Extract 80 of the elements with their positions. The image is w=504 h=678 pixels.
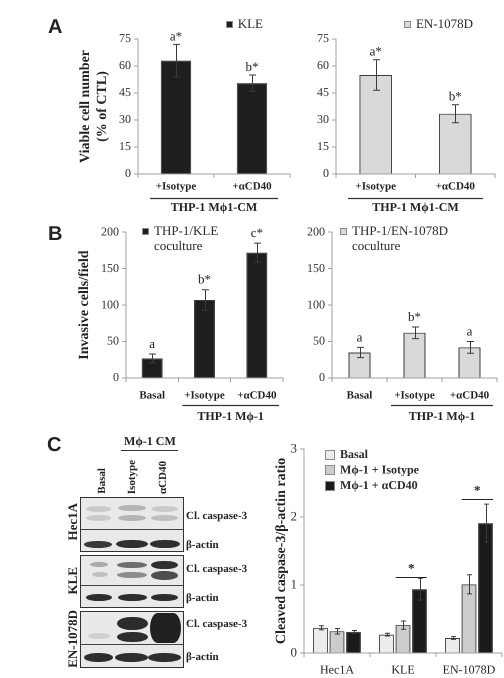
y-tick-label: 100 xyxy=(307,297,325,312)
y-tick-label: 3 xyxy=(290,440,297,456)
y-tick-label: 0 xyxy=(323,166,329,180)
annotation: b* xyxy=(246,58,258,74)
x-tick-label: +αCD40 xyxy=(436,180,476,192)
y-tick-label: 2 xyxy=(290,508,297,524)
y-tick-label: 0 xyxy=(113,370,119,384)
y-tick-label: 1 xyxy=(290,576,297,592)
x-tick-label: +αCD40 xyxy=(450,389,490,402)
x-axis-title: THP-1 Mϕ-1 xyxy=(197,409,264,424)
x-tick-label: KLE xyxy=(391,662,415,676)
y-tick-label: 200 xyxy=(101,224,119,238)
text: Basal xyxy=(96,468,108,494)
text: C xyxy=(47,434,62,456)
y-tick-label: 75 xyxy=(317,31,329,46)
text: Cl. caspase-3 xyxy=(186,618,248,630)
annotation: a xyxy=(466,323,473,338)
legend-label: Basal xyxy=(340,446,369,461)
x-axis-title: THP-1 Mϕ-1 xyxy=(408,409,476,424)
text: Isotype xyxy=(126,460,138,494)
annotation: * xyxy=(408,560,414,576)
annotation: c* xyxy=(250,225,263,240)
x-tick-label: +Isotype xyxy=(356,180,396,192)
text: β-actin xyxy=(186,650,219,662)
annotation: a* xyxy=(370,44,382,59)
annotation: a xyxy=(149,336,156,351)
legend-label: KLE xyxy=(238,16,264,31)
x-tick-label: Basal xyxy=(139,389,166,402)
legend-label: Mϕ-1 + Isotype xyxy=(340,462,420,476)
x-tick-label: Basal xyxy=(346,389,372,402)
legend-label: THP-1/EN-1078D coculture xyxy=(352,223,448,254)
annotation: b* xyxy=(448,88,462,104)
y-tick-label: 100 xyxy=(101,297,119,312)
annotation: a xyxy=(356,329,363,344)
text: Hec1A xyxy=(64,503,80,541)
legend-label: THP-1/KLE coculture xyxy=(154,223,218,254)
x-tick-label: +Isotype xyxy=(156,180,196,192)
y-tick-label: 0 xyxy=(290,644,297,660)
y-tick-label: 50 xyxy=(107,334,119,348)
text: β-actin xyxy=(186,538,219,550)
y-tick-label: 150 xyxy=(101,260,119,275)
x-tick-label: +αCD40 xyxy=(232,180,272,192)
y-tick-label: 45 xyxy=(119,85,131,100)
x-tick-label: +Isotype xyxy=(184,389,225,402)
x-axis-title: THP-1 Mϕ1-CM xyxy=(372,200,459,214)
x-tick-label: Hec1A xyxy=(320,662,354,676)
text: Mϕ-1 CM xyxy=(124,434,176,448)
chart-title: B xyxy=(48,223,62,245)
x-tick-label: EN-1078D xyxy=(442,662,496,676)
text: αCD40 xyxy=(156,461,168,494)
y-tick-label: 15 xyxy=(317,139,329,154)
x-tick-label: +αCD40 xyxy=(237,389,277,402)
y-tick-label: 60 xyxy=(119,58,131,72)
y-tick-label: 0 xyxy=(125,166,131,180)
chart-title: A xyxy=(48,16,62,38)
y-tick-label: 15 xyxy=(119,139,131,154)
y-tick-label: 60 xyxy=(317,58,329,72)
y-tick-label: 150 xyxy=(307,260,325,275)
text: Cl. caspase-3 xyxy=(186,510,248,522)
legend-label: Mϕ-1 + αCD40 xyxy=(340,478,418,492)
text: β-actin xyxy=(186,592,219,604)
annotation: b* xyxy=(198,272,211,287)
y-tick-label: 30 xyxy=(317,112,329,126)
y-axis-title: Invasive cells/field xyxy=(77,250,92,360)
y-axis-title: Viable cell number (% of CTL) xyxy=(78,50,110,164)
x-axis-title: THP-1 Mϕ1-CM xyxy=(170,200,258,214)
y-tick-label: 0 xyxy=(319,370,325,384)
annotation: * xyxy=(474,482,480,498)
y-tick-label: 45 xyxy=(317,85,329,100)
text: Cl. caspase-3 xyxy=(186,562,248,574)
y-tick-label: 75 xyxy=(119,31,131,46)
y-axis-title: Cleaved caspase-3/β-actin ratio xyxy=(274,458,290,644)
x-tick-label: +Isotype xyxy=(394,389,435,402)
annotation: a* xyxy=(170,28,182,44)
y-tick-label: 50 xyxy=(313,334,325,348)
y-tick-label: 200 xyxy=(307,224,325,238)
legend-label: EN-1078D xyxy=(416,16,473,31)
annotation: b* xyxy=(408,308,421,324)
y-tick-label: 30 xyxy=(119,112,131,126)
text: KLE xyxy=(64,566,80,594)
